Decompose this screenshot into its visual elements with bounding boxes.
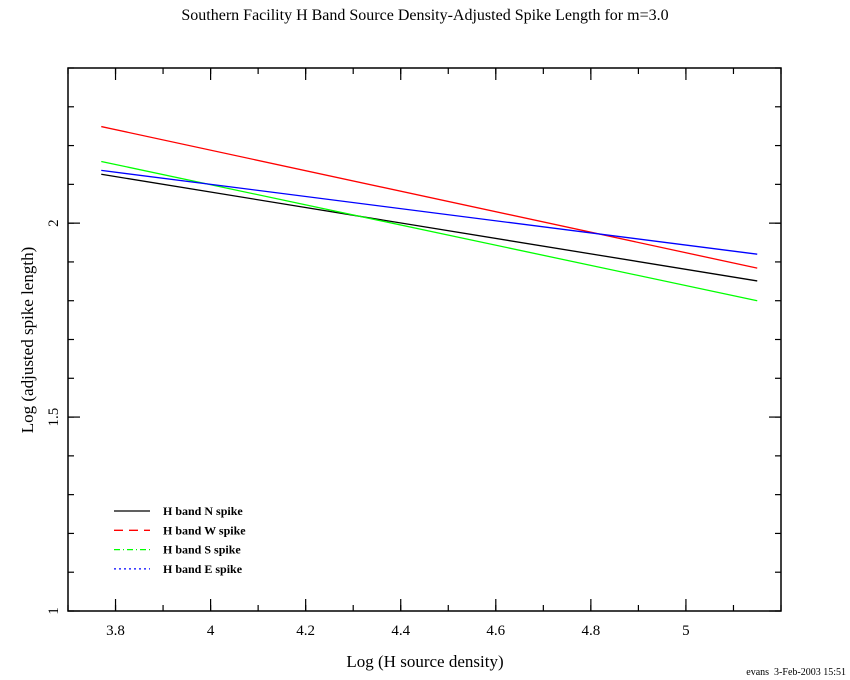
y-tick-label: 1.5 [46,408,62,427]
x-tick-label: 3.8 [106,623,125,639]
x-tick-label: 4.2 [296,623,315,639]
x-axis-label: Log (H source density) [346,652,503,671]
series-lines [101,125,758,302]
series-line-h-band-w-spike [101,125,758,269]
legend-label: H band W spike [163,523,246,537]
y-axis-label: Log (adjusted spike length) [18,247,37,434]
chart-title: Southern Facility H Band Source Density-… [181,7,668,24]
footer-stamp: evans 3-Feb-2003 15:51 [746,667,846,678]
x-tick-labels: 3.8 4 4.2 4.4 4.6 4.8 5 [106,623,690,639]
x-tick-label: 4 [207,623,215,639]
axis-ticks [67,67,782,612]
x-tick-label: 4.6 [486,623,505,639]
x-tick-label: 4.4 [391,623,410,639]
y-tick-labels: 11.52 [46,219,62,614]
legend: H band N spike H band W spike H band S spi… [114,504,246,576]
legend-label: H band S spike [163,543,241,557]
series-line-h-band-e-spike [101,169,758,255]
x-tick-label: 5 [682,623,690,639]
legend-label: H band E spike [163,562,243,576]
y-tick-label: 1 [46,607,62,615]
legend-label: H band N spike [163,504,243,518]
x-tick-label: 4.8 [581,623,600,639]
y-tick-label: 2 [46,219,62,227]
series-line-h-band-n-spike [101,173,758,282]
